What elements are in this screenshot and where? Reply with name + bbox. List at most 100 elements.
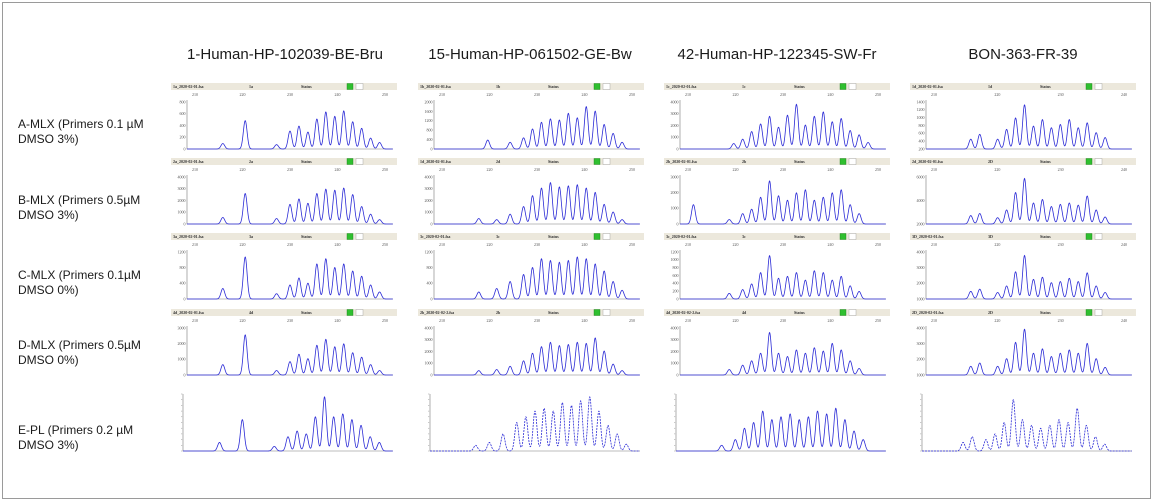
- panel-checkbox: [602, 233, 611, 240]
- y-tick-label: 800: [427, 265, 433, 270]
- x-tick-label: 210: [685, 92, 691, 97]
- signal-trace: [187, 334, 393, 376]
- x-tick-label: 230: [780, 318, 786, 323]
- x-tick-label: 250: [875, 167, 881, 172]
- row-label-d: D-MLX (Primers 0.5µM DMSO 0%): [18, 338, 168, 368]
- panel-a-mlx-col2: 1b_2020-02-01.fsa 1b Status 210 220 230 240 250…: [418, 83, 644, 151]
- x-tick-label: 230: [287, 92, 293, 97]
- x-tick-label: 250: [875, 318, 881, 323]
- y-tick-label: 3000: [671, 174, 679, 179]
- panel-status-label: Status: [548, 159, 559, 164]
- panel-status-label: Status: [794, 234, 805, 239]
- y-tick-label: 2000: [178, 341, 186, 346]
- signal-trace: [680, 180, 886, 225]
- panel-well-label: 2b: [742, 159, 747, 164]
- panel-a-mlx-col4: 1d_2020-02-01.fsa 1d Status 210 220 230 240 140…: [910, 83, 1136, 151]
- panel-header-bar: [171, 233, 397, 240]
- panel-well-label: 3D: [988, 234, 993, 239]
- y-tick-label: 3000: [178, 325, 186, 330]
- signal-trace: [430, 396, 640, 452]
- signal-trace: [926, 254, 1132, 300]
- x-tick-label: 240: [582, 167, 588, 172]
- x-tick-label: 220: [994, 318, 1000, 323]
- panel-file-name: 2D_2020-02-01.fsa: [912, 310, 943, 315]
- x-tick-label: 230: [534, 242, 540, 247]
- y-tick-label: 1000: [671, 135, 679, 140]
- panel-c-mlx-col1: 3a_2020-02-01.fsa 3a Status 210 220 230 240 250…: [171, 233, 397, 301]
- panel-checkbox: [355, 158, 364, 165]
- axis-lines: [925, 250, 1132, 300]
- axis-lines: [186, 100, 393, 150]
- x-tick-label: 220: [487, 242, 493, 247]
- panel-checkbox: [355, 309, 364, 316]
- status-green-icon: [346, 309, 354, 316]
- y-tick-label: 800: [180, 265, 186, 270]
- x-tick-label: 230: [780, 167, 786, 172]
- y-tick-label: 800: [919, 123, 925, 128]
- status-green-icon: [839, 83, 847, 90]
- x-tick-label: 210: [931, 92, 937, 97]
- x-tick-label: 230: [1058, 167, 1064, 172]
- panel-checkbox: [1094, 83, 1103, 90]
- panel-file-name: 3c_2020-02-01.fsa: [666, 234, 696, 239]
- panel-e-pl-col3: [674, 393, 886, 452]
- panel-well-label: 2b: [496, 310, 501, 315]
- x-tick-label: 230: [1058, 242, 1064, 247]
- panel-header-bar: [418, 233, 644, 240]
- x-tick-label: 230: [1058, 92, 1064, 97]
- panel-file-name: 1c_2020-02-01.fsa: [666, 84, 696, 89]
- x-tick-label: 250: [629, 242, 635, 247]
- signal-trace: [680, 103, 886, 150]
- panel-status-label: Status: [301, 310, 312, 315]
- x-tick-label: 210: [685, 242, 691, 247]
- signal-trace: [926, 104, 1132, 150]
- x-tick-label: 230: [287, 167, 293, 172]
- x-tick-label: 220: [487, 92, 493, 97]
- panel-header-bar: [664, 233, 890, 240]
- panel-well-label: 3c: [742, 234, 746, 239]
- status-green-icon: [839, 233, 847, 240]
- axis-lines: [186, 175, 393, 225]
- panel-file-name: 1d_2020-02-01.fsa: [912, 84, 943, 89]
- x-tick-label: 240: [828, 318, 834, 323]
- axis-lines: [675, 394, 886, 452]
- x-tick-label: 230: [534, 92, 540, 97]
- panel-status-label: Status: [794, 159, 805, 164]
- panel-checkbox: [602, 83, 611, 90]
- y-tick-label: 0: [677, 146, 679, 151]
- panel-status-label: Status: [1040, 310, 1051, 315]
- y-tick-label: 400: [673, 281, 679, 286]
- y-tick-label: 4000: [671, 99, 679, 104]
- panel-e-pl-col4: [920, 393, 1132, 452]
- row-label-e-line2: DMSO 3%): [18, 438, 79, 452]
- panel-status-label: Status: [794, 310, 805, 315]
- y-tick-label: 1600: [425, 109, 433, 114]
- y-tick-label: 0: [184, 296, 186, 301]
- y-tick-label: 1000: [917, 372, 925, 377]
- x-tick-label: 230: [1058, 318, 1064, 323]
- panel-b-mlx-col2: 1d_2020-02-01.fsa 2d Status 210 220 230 240 250…: [418, 158, 644, 226]
- y-tick-label: 2000: [671, 123, 679, 128]
- row-label-c-line2: DMSO 0%): [18, 283, 79, 297]
- panel-well-label: 2D: [988, 310, 993, 315]
- panel-header-bar: [910, 158, 1136, 165]
- x-tick-label: 220: [994, 242, 1000, 247]
- x-tick-label: 230: [287, 318, 293, 323]
- panel-well-label: 2a: [249, 159, 253, 164]
- y-tick-label: 1000: [917, 296, 925, 301]
- x-tick-label: 230: [287, 242, 293, 247]
- axis-lines: [925, 175, 1132, 225]
- status-green-icon: [346, 158, 354, 165]
- axis-lines: [433, 326, 640, 376]
- panel-status-label: Status: [548, 84, 559, 89]
- row-label-c: C-MLX (Primers 0.1µM DMSO 0%): [18, 268, 168, 298]
- panel-checkbox: [1094, 158, 1103, 165]
- panel-file-name: 2a_2020-02-01.fsa: [173, 159, 204, 164]
- axis-lines: [429, 394, 640, 452]
- panel-d-mlx-col3: 4d_2020-02-02-2.fsa 4d Status 210 220 230 240 2…: [664, 309, 890, 377]
- y-tick-label: 1200: [671, 249, 679, 254]
- y-tick-label: 3000: [671, 337, 679, 342]
- y-tick-label: 3000: [425, 186, 433, 191]
- x-tick-label: 220: [994, 92, 1000, 97]
- x-tick-label: 210: [439, 242, 445, 247]
